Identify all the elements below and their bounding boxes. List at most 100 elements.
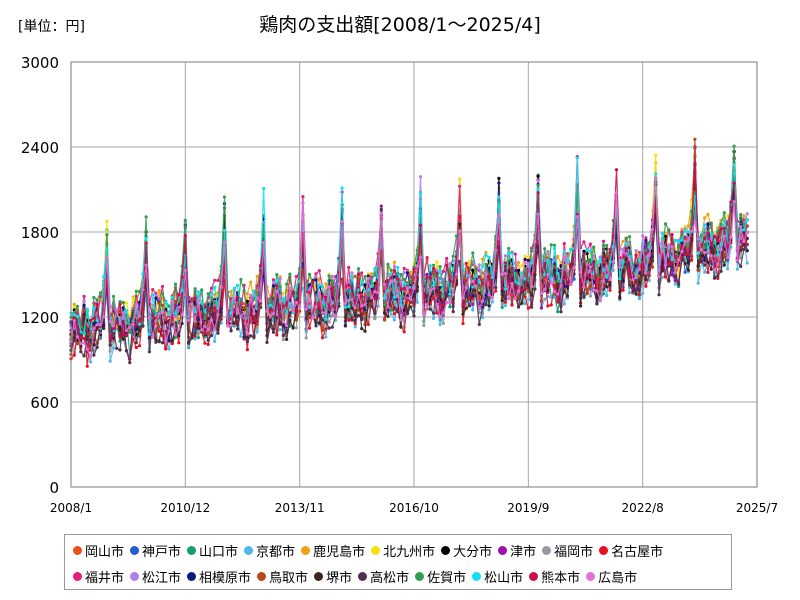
data-point	[255, 329, 259, 334]
data-point	[236, 295, 240, 299]
data-point	[141, 324, 145, 328]
data-point	[124, 301, 129, 305]
data-point	[320, 311, 325, 315]
axes	[70, 61, 758, 488]
data-point	[271, 330, 276, 334]
data-point	[209, 302, 214, 306]
data-point	[301, 195, 305, 199]
data-point	[673, 279, 677, 283]
data-point	[258, 264, 263, 268]
data-point	[549, 258, 553, 262]
data-point	[569, 247, 573, 251]
data-point	[510, 281, 514, 285]
data-point	[383, 318, 387, 322]
data-point	[677, 240, 681, 244]
data-point	[304, 307, 308, 311]
data-point	[670, 245, 674, 249]
data-point	[585, 259, 589, 263]
data-point	[624, 262, 628, 266]
data-point	[392, 264, 396, 269]
data-point	[196, 313, 200, 317]
data-point	[477, 263, 481, 267]
data-point	[716, 262, 720, 266]
data-point	[330, 279, 334, 283]
data-point	[164, 321, 168, 325]
data-point	[307, 283, 312, 287]
legend-label: 広島市	[598, 570, 638, 586]
data-point	[405, 286, 410, 290]
data-point	[213, 339, 217, 343]
data-point	[383, 311, 387, 315]
data-point	[340, 186, 344, 190]
data-point	[670, 264, 674, 269]
data-point	[196, 331, 200, 335]
data-point	[85, 347, 89, 351]
data-point	[432, 283, 436, 287]
legend-swatch	[371, 545, 381, 555]
data-point	[288, 286, 292, 290]
data-point	[530, 261, 534, 265]
data-point	[89, 338, 93, 342]
data-point	[170, 342, 174, 346]
data-point	[314, 275, 318, 279]
data-point	[383, 303, 387, 307]
data-point	[399, 288, 403, 292]
data-point	[363, 308, 367, 312]
data-point	[526, 255, 530, 259]
data-point	[552, 268, 557, 272]
data-point	[418, 223, 423, 227]
data-point	[712, 257, 717, 261]
data-point	[334, 315, 338, 319]
data-point	[170, 315, 174, 320]
data-point	[128, 361, 132, 365]
data-point	[245, 339, 249, 344]
data-point	[552, 290, 557, 294]
data-point	[330, 308, 334, 312]
data-point	[706, 260, 710, 264]
data-point	[624, 236, 628, 240]
data-point	[92, 316, 96, 320]
data-point	[75, 335, 80, 339]
data-point	[196, 290, 200, 294]
data-point	[432, 316, 436, 320]
data-point	[435, 271, 439, 275]
data-point	[229, 323, 233, 327]
data-point	[739, 264, 743, 268]
data-point	[647, 254, 651, 258]
data-point	[82, 354, 86, 358]
data-point	[111, 326, 116, 330]
data-point	[543, 262, 547, 266]
data-point	[588, 249, 593, 253]
data-point	[703, 223, 707, 227]
data-point	[271, 287, 276, 291]
data-point	[209, 286, 214, 290]
data-point	[494, 248, 498, 252]
legend-row: 福井市 松江市 相模原市 鳥取市 堺市 高松市 佐賀市 松山市 熊本市 広島市	[65, 565, 731, 587]
data-point	[556, 310, 560, 314]
data-point	[605, 293, 609, 298]
data-point	[641, 291, 645, 295]
data-point	[255, 274, 259, 278]
data-point	[428, 264, 432, 268]
data-point	[428, 288, 432, 292]
data-point	[115, 346, 119, 350]
data-point	[588, 285, 593, 289]
data-point	[291, 309, 295, 313]
data-point	[209, 318, 214, 322]
data-point	[268, 318, 272, 322]
data-point	[608, 288, 612, 292]
legend-row: 岡山市 神戸市 山口市 京都市 鹿児島市 北九州市 大分市 津市 福岡市 名古屋市	[65, 539, 731, 561]
data-point	[490, 300, 494, 304]
data-point	[72, 319, 76, 323]
data-point	[471, 268, 475, 272]
data-point	[232, 286, 236, 290]
data-point	[726, 214, 730, 218]
legend-label: 名古屋市	[611, 544, 664, 560]
data-point	[565, 294, 570, 298]
data-point	[680, 258, 684, 262]
legend-item: 福岡市	[542, 541, 593, 560]
data-point	[89, 318, 93, 322]
data-point	[438, 285, 442, 289]
data-point	[418, 255, 423, 259]
data-point	[82, 336, 86, 340]
